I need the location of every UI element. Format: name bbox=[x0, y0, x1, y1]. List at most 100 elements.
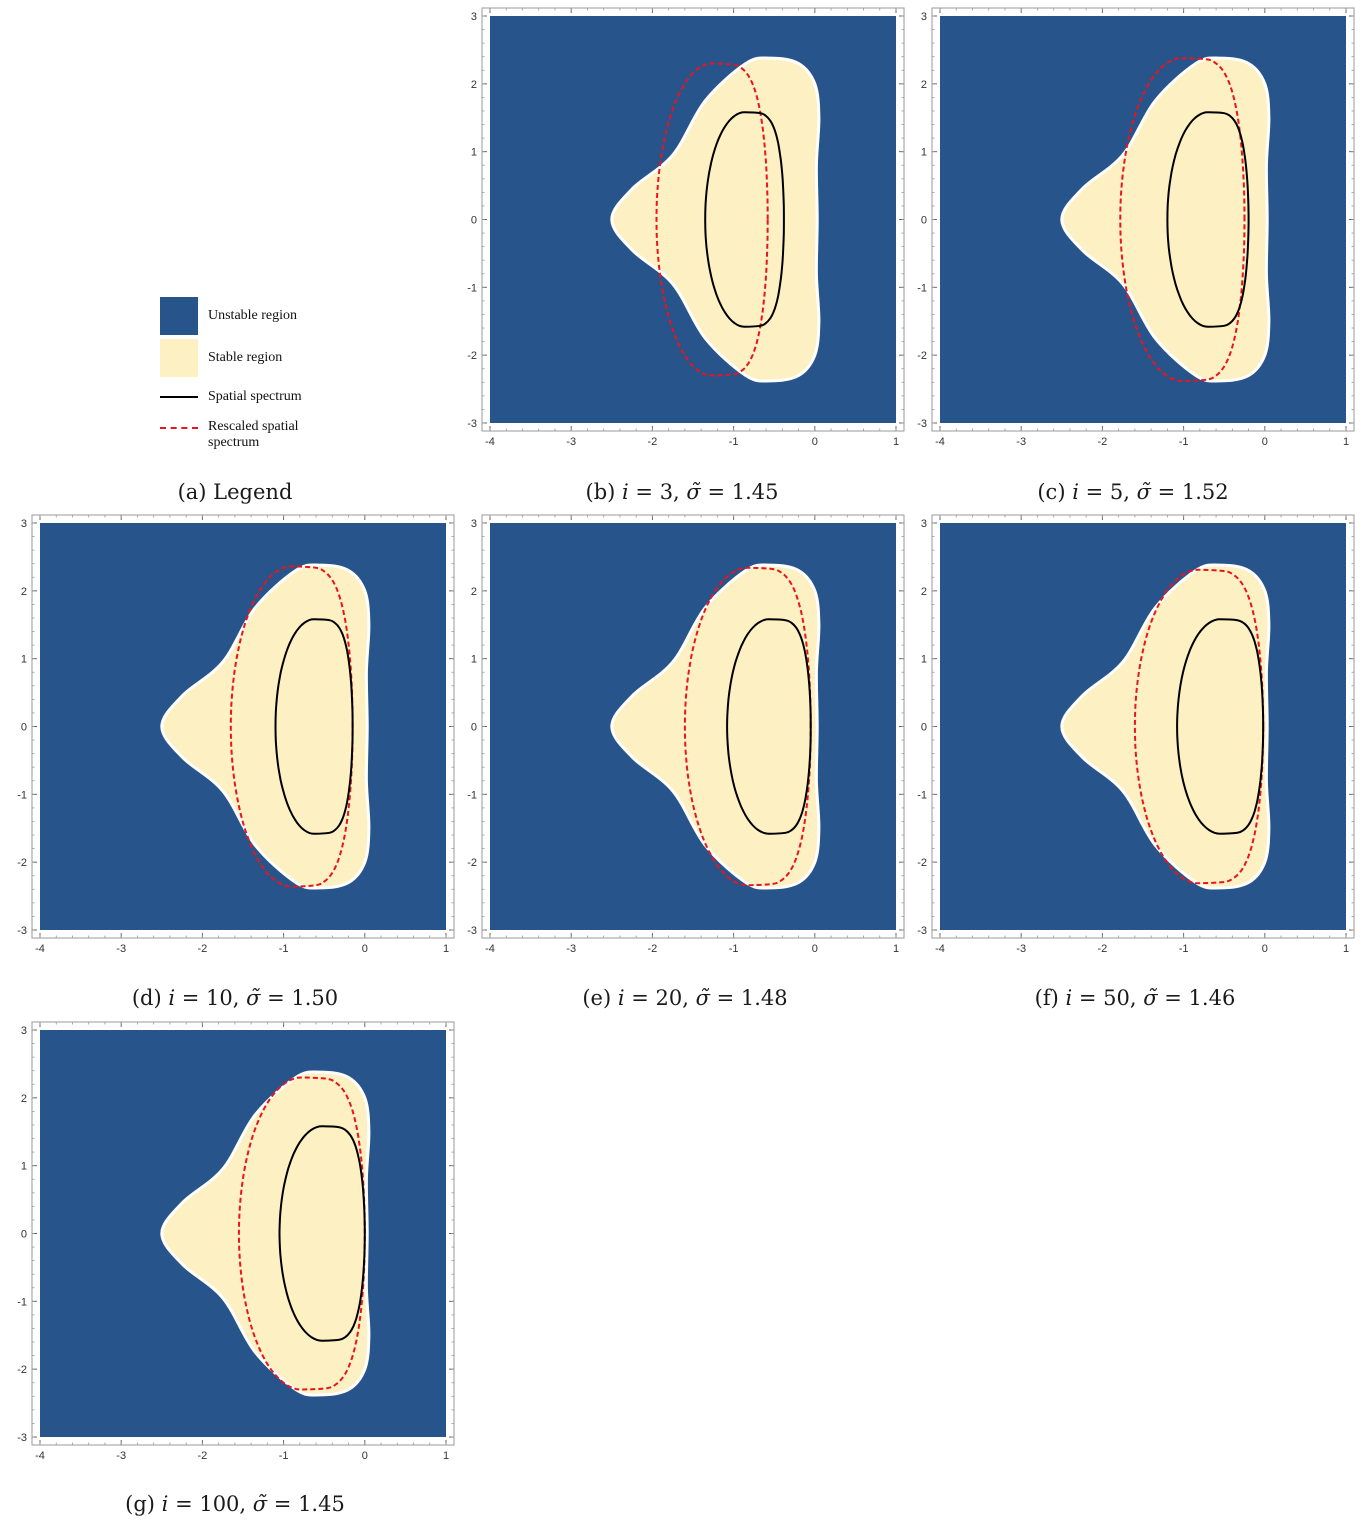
x-tick-label: 0 bbox=[1262, 436, 1268, 448]
y-tick-label: -2 bbox=[917, 857, 927, 869]
y-tick-label: 1 bbox=[21, 654, 27, 666]
x-tick-label: -1 bbox=[1179, 436, 1189, 448]
x-tick-label: -2 bbox=[648, 436, 658, 448]
y-tick-label: 3 bbox=[471, 11, 477, 23]
y-tick-label: 2 bbox=[21, 586, 27, 598]
y-tick-label: -1 bbox=[17, 789, 27, 801]
x-tick-label: 1 bbox=[443, 943, 449, 955]
y-tick-label: -3 bbox=[917, 418, 927, 430]
rescaled-spectrum-curve bbox=[1119, 57, 1246, 382]
x-tick-label: -3 bbox=[566, 436, 576, 448]
chart-svg-c: -4 -3 -2 -1 0 1 -3 -2 -1 0 1 2 3 bbox=[917, 7, 1355, 448]
chart-svg-d: -4 -3 -2 -1 0 1 -3 -2 -1 0 1 2 3 bbox=[17, 514, 455, 955]
legend-label: Rescaled spatial spectrum bbox=[208, 419, 299, 450]
x-tick-label: -3 bbox=[1016, 943, 1026, 955]
x-tick-label: 0 bbox=[1262, 943, 1268, 955]
chart-svg-f: -4 -3 -2 -1 0 1 -3 -2 -1 0 1 2 3 bbox=[917, 514, 1355, 955]
spatial-spectrum-curve bbox=[1176, 618, 1265, 835]
y-tick-label: 0 bbox=[471, 215, 477, 227]
legend-item-spectrum: Spatial spectrum bbox=[160, 389, 302, 405]
y-tick-label: -1 bbox=[917, 789, 927, 801]
rescaled-spectrum-curve bbox=[237, 1076, 366, 1391]
y-tick-label: -2 bbox=[17, 1364, 27, 1376]
y-tick-label: 0 bbox=[471, 722, 477, 734]
caption-g: (g) i = 100, σ̃ = 1.45 bbox=[125, 1492, 345, 1516]
y-tick-label: 1 bbox=[471, 147, 477, 159]
x-tick-label: -2 bbox=[648, 943, 658, 955]
y-tick-label: 0 bbox=[21, 1229, 27, 1241]
y-tick-label: -3 bbox=[467, 418, 477, 430]
y-tick-label: 3 bbox=[21, 1025, 27, 1037]
y-tick-label: 2 bbox=[21, 1093, 27, 1105]
y-tick-label: -2 bbox=[467, 350, 477, 362]
rescaled-spectrum-curve bbox=[655, 62, 769, 377]
x-tick-label: -3 bbox=[566, 943, 576, 955]
panel-g: -4 -3 -2 -1 0 1 -3 -2 -1 0 1 2 3 bbox=[2, 1014, 462, 1484]
unstable-swatch bbox=[160, 297, 198, 335]
rescaled-spectrum-curve bbox=[683, 566, 812, 887]
spatial-spectrum-curve bbox=[1166, 111, 1250, 328]
x-tick-label: 0 bbox=[812, 436, 818, 448]
legend-label: Unstable region bbox=[208, 308, 298, 323]
x-tick-label: -4 bbox=[35, 943, 45, 955]
chart-svg-b: -4 -3 -2 -1 0 1 -3 -2 -1 0 1 2 3 bbox=[467, 7, 905, 448]
x-tick-label: -3 bbox=[116, 943, 126, 955]
y-tick-label: -1 bbox=[467, 789, 477, 801]
legend-label: Stable region bbox=[208, 350, 283, 365]
x-tick-label: -1 bbox=[279, 943, 289, 955]
panel-c: -4 -3 -2 -1 0 1 -3 -2 -1 0 1 2 3 bbox=[902, 0, 1362, 470]
x-tick-label: 1 bbox=[893, 943, 899, 955]
y-tick-label: 1 bbox=[471, 654, 477, 666]
spatial-spectrum-curve bbox=[274, 618, 354, 835]
stable-region bbox=[160, 1070, 371, 1397]
legend: Unstable region Stable region Spatial sp… bbox=[160, 297, 360, 467]
y-tick-label: 2 bbox=[921, 586, 927, 598]
y-tick-label: -3 bbox=[17, 925, 27, 937]
y-tick-label: 2 bbox=[471, 586, 477, 598]
stable-region bbox=[610, 56, 821, 383]
panel-d: -4 -3 -2 -1 0 1 -3 -2 -1 0 1 2 3 bbox=[2, 507, 462, 977]
y-tick-label: 0 bbox=[921, 215, 927, 227]
stable-region bbox=[610, 563, 821, 890]
x-tick-label: -3 bbox=[116, 1450, 126, 1462]
x-tick-label: -3 bbox=[1016, 436, 1026, 448]
legend-caption: (a) Legend bbox=[177, 480, 293, 504]
y-tick-label: 3 bbox=[921, 11, 927, 23]
caption-c: (c) i = 5, σ̃ = 1.52 bbox=[1037, 480, 1229, 504]
y-tick-label: -2 bbox=[917, 350, 927, 362]
x-tick-label: 1 bbox=[443, 1450, 449, 1462]
y-tick-label: 0 bbox=[921, 722, 927, 734]
y-tick-label: -2 bbox=[17, 857, 27, 869]
y-tick-label: -3 bbox=[917, 925, 927, 937]
y-tick-label: -3 bbox=[17, 1432, 27, 1444]
y-tick-label: 3 bbox=[921, 518, 927, 530]
chart-svg-e: -4 -3 -2 -1 0 1 -3 -2 -1 0 1 2 3 bbox=[467, 514, 905, 955]
x-tick-label: -1 bbox=[1179, 943, 1189, 955]
spatial-spectrum-curve bbox=[726, 618, 812, 835]
y-tick-label: 2 bbox=[921, 79, 927, 91]
x-tick-label: -2 bbox=[1098, 943, 1108, 955]
x-tick-label: -4 bbox=[935, 436, 945, 448]
x-tick-label: -4 bbox=[35, 1450, 45, 1462]
y-tick-label: -1 bbox=[917, 282, 927, 294]
x-tick-label: -2 bbox=[198, 943, 208, 955]
x-tick-label: -1 bbox=[279, 1450, 289, 1462]
panel-f: -4 -3 -2 -1 0 1 -3 -2 -1 0 1 2 3 bbox=[902, 507, 1362, 977]
y-tick-label: -1 bbox=[17, 1296, 27, 1308]
x-tick-label: 0 bbox=[812, 943, 818, 955]
legend-label: Spatial spectrum bbox=[208, 389, 302, 404]
y-tick-label: 1 bbox=[921, 654, 927, 666]
y-tick-label: -1 bbox=[467, 282, 477, 294]
spatial-spectrum-curve bbox=[704, 111, 785, 328]
chart-svg-g: -4 -3 -2 -1 0 1 -3 -2 -1 0 1 2 3 bbox=[17, 1021, 455, 1462]
stable-region bbox=[160, 563, 371, 890]
caption-b: (b) i = 3, σ̃ = 1.45 bbox=[585, 480, 779, 504]
x-tick-label: -2 bbox=[198, 1450, 208, 1462]
x-tick-label: -4 bbox=[935, 943, 945, 955]
x-tick-label: -4 bbox=[485, 436, 495, 448]
caption-d: (d) i = 10, σ̃ = 1.50 bbox=[131, 986, 339, 1010]
rescaled-spectrum-curve bbox=[229, 565, 354, 888]
x-tick-label: 1 bbox=[1343, 943, 1349, 955]
stable-region bbox=[1060, 56, 1271, 383]
x-tick-label: -2 bbox=[1098, 436, 1108, 448]
